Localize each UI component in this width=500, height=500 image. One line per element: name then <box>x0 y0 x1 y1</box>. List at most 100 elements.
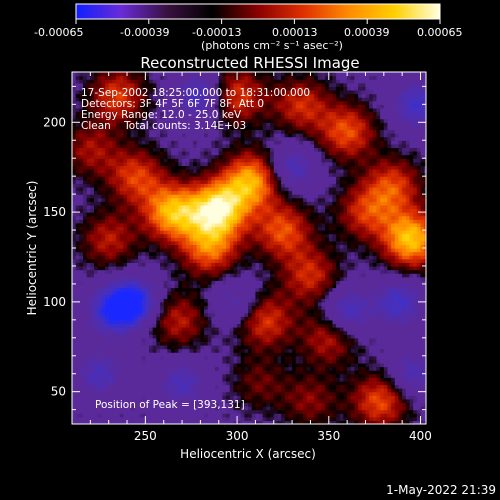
heatmap-cell <box>160 107 165 113</box>
heatmap-cell <box>141 362 146 368</box>
heatmap-cell <box>94 75 99 80</box>
heatmap-cell <box>156 276 161 281</box>
heatmap-cell <box>79 312 84 317</box>
heatmap-cell <box>178 352 183 357</box>
heatmap-cell <box>79 316 84 321</box>
heatmap-cell <box>193 301 198 307</box>
heatmap-cell <box>101 172 106 177</box>
heatmap-cell <box>211 413 216 418</box>
heatmap-cell <box>160 208 165 213</box>
heatmap-cell <box>178 125 183 131</box>
heatmap-cell <box>112 125 117 131</box>
heatmap-cell <box>171 165 176 170</box>
heatmap-cell <box>141 276 146 281</box>
heatmap-cell <box>233 262 238 267</box>
heatmap-cell <box>196 327 201 332</box>
heatmap-cell <box>244 348 249 353</box>
heatmap-cell <box>237 283 242 289</box>
heatmap-cell <box>75 197 80 202</box>
heatmap-cell <box>182 204 187 210</box>
heatmap-cell <box>75 158 80 163</box>
heatmap-cell <box>86 183 91 188</box>
heatmap-cell <box>218 316 224 321</box>
heatmap-cell <box>94 420 99 424</box>
heatmap-cell <box>108 355 113 360</box>
heatmap-cell <box>240 273 246 278</box>
heatmap-cell <box>244 107 249 113</box>
heatmap-cell <box>167 330 172 335</box>
heatmap-cell <box>174 240 179 246</box>
heatmap-cell <box>108 133 113 138</box>
heatmap-cell <box>97 258 102 263</box>
heatmap-cell <box>229 305 235 310</box>
heatmap-cell <box>105 305 110 310</box>
heatmap-cell <box>75 359 80 364</box>
heatmap-cell <box>75 215 80 220</box>
heatmap-cell <box>160 370 165 375</box>
heatmap-cell <box>86 93 91 98</box>
heatmap-cell <box>185 380 190 386</box>
heatmap-cell <box>152 240 157 246</box>
heatmap-cell <box>189 186 194 192</box>
heatmap-cell <box>138 86 143 91</box>
heatmap-cell <box>171 301 176 307</box>
heatmap-cell <box>229 312 235 317</box>
heatmap-cell <box>97 215 102 220</box>
heatmap-cell <box>229 391 235 396</box>
heatmap-cell <box>101 140 106 145</box>
heatmap-cell <box>248 186 253 192</box>
heatmap-cell <box>248 115 253 120</box>
heatmap-cell <box>75 244 80 249</box>
heatmap-cell <box>101 334 106 339</box>
heatmap-cell <box>108 79 113 84</box>
heatmap-cell <box>141 240 146 246</box>
heatmap-cell <box>152 129 157 134</box>
heatmap-cell <box>138 319 143 325</box>
heatmap-cell <box>233 129 238 134</box>
heatmap-cell <box>229 122 235 127</box>
heatmap-cell <box>211 104 216 109</box>
heatmap-cell <box>101 219 106 224</box>
heatmap-cell <box>119 409 124 414</box>
heatmap-cell <box>211 222 216 228</box>
heatmap-cell <box>229 79 235 84</box>
heatmap-cell <box>75 402 80 407</box>
heatmap-cell <box>233 409 238 414</box>
heatmap-cell <box>233 294 238 299</box>
heatmap-cell <box>163 194 168 199</box>
heatmap-cell <box>79 255 84 260</box>
heatmap-cell <box>211 161 216 166</box>
heatmap-cell <box>127 420 132 424</box>
heatmap-cell <box>248 154 253 159</box>
heatmap-cell <box>141 309 146 314</box>
heatmap-cell <box>138 233 143 238</box>
heatmap-cell <box>108 258 113 263</box>
heatmap-cell <box>163 409 168 414</box>
heatmap-cell <box>237 287 242 292</box>
heatmap-cell <box>182 251 187 256</box>
heatmap-cell <box>207 413 212 418</box>
heatmap-cell <box>90 323 95 328</box>
heatmap-cell <box>237 337 242 342</box>
heatmap-cell <box>123 409 128 414</box>
heatmap-cell <box>149 258 154 263</box>
heatmap-cell <box>138 283 143 289</box>
heatmap-cell <box>75 208 80 213</box>
heatmap-cell <box>152 168 157 174</box>
heatmap-cell <box>171 416 176 422</box>
heatmap-cell <box>149 186 154 192</box>
heatmap-cell <box>218 327 224 332</box>
heatmap-cell <box>112 172 117 177</box>
heatmap-cell <box>94 395 99 400</box>
heatmap-cell <box>75 122 80 127</box>
heatmap-cell <box>226 287 231 292</box>
heatmap-cell <box>174 143 179 149</box>
heatmap-cell <box>251 262 257 267</box>
heatmap-cell <box>83 208 88 213</box>
heatmap-cell <box>145 258 150 263</box>
heatmap-cell <box>193 413 198 418</box>
heatmap-cell <box>97 143 102 149</box>
heatmap-cell <box>226 366 231 371</box>
heatmap-cell <box>145 237 150 242</box>
heatmap-cell <box>171 269 176 274</box>
